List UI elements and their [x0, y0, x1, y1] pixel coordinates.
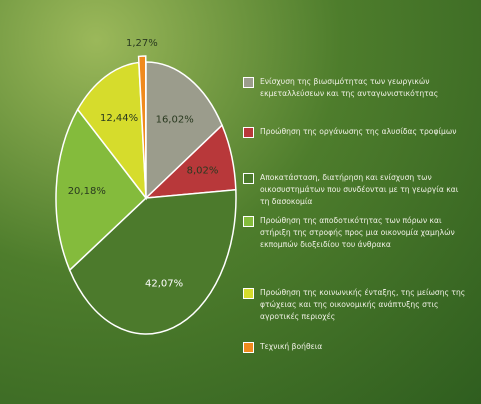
legend-item: Προώθηση της αποδοτικότητας των πόρων κα… — [243, 215, 468, 251]
legend-swatch — [243, 173, 254, 184]
legend-item: Ενίσχυση της βιωσιμότητας των γεωργικών … — [243, 76, 468, 100]
value-label: 20,18% — [68, 186, 106, 197]
legend-swatch — [243, 342, 254, 353]
value-label: 8,02% — [187, 165, 219, 176]
legend-swatch — [243, 216, 254, 227]
legend-item: Αποκατάσταση, διατήρηση και ενίσχυση των… — [243, 172, 468, 208]
legend-label: Προώθηση της κοινωνικής ένταξης, της μεί… — [260, 287, 468, 323]
legend-item: Προώθηση της κοινωνικής ένταξης, της μεί… — [243, 287, 468, 323]
value-label: 16,02% — [156, 114, 194, 125]
legend-swatch — [243, 77, 254, 88]
value-label: 1,27% — [126, 38, 158, 49]
legend-label: Τεχνική βοήθεια — [260, 341, 322, 353]
legend-item: Τεχνική βοήθεια — [243, 341, 468, 353]
legend-label: Ενίσχυση της βιωσιμότητας των γεωργικών … — [260, 76, 468, 100]
value-label: 12,44% — [100, 113, 138, 124]
legend-swatch — [243, 127, 254, 138]
legend-label: Προώθηση της αποδοτικότητας των πόρων κα… — [260, 215, 468, 251]
legend-label: Αποκατάσταση, διατήρηση και ενίσχυση των… — [260, 172, 468, 208]
legend-label: Προώθηση της οργάνωσης της αλυσίδας τροφ… — [260, 126, 456, 138]
legend-item: Προώθηση της οργάνωσης της αλυσίδας τροφ… — [243, 126, 468, 138]
page: 16,02% 8,02% 42,07% 20,18% 12,44% 1,27% Ενίσχ… — [0, 0, 481, 404]
value-label: 42,07% — [145, 278, 183, 289]
legend-swatch — [243, 288, 254, 299]
